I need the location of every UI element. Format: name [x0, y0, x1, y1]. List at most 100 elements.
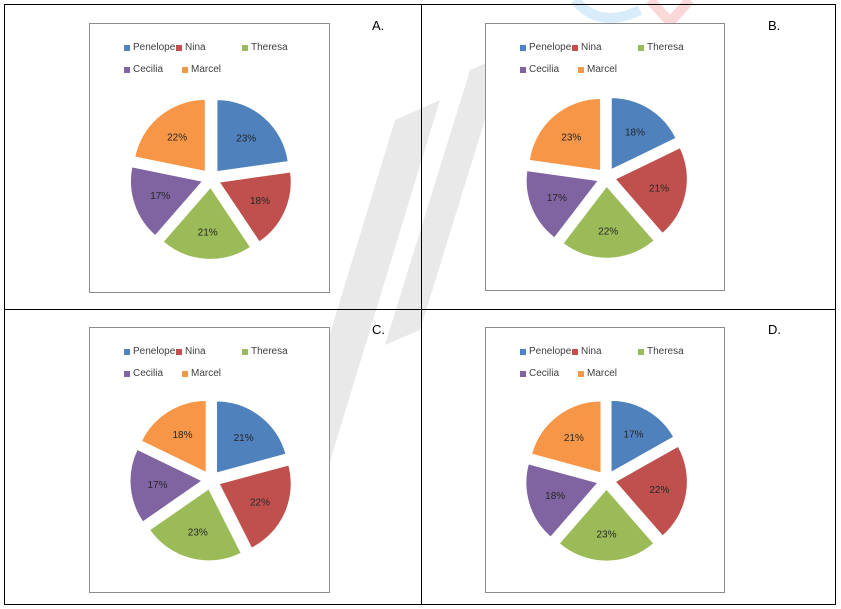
- legend-label: Marcel: [191, 368, 222, 379]
- data-label: 23%: [596, 529, 616, 540]
- grid-horizontal-divider: [4, 309, 836, 310]
- legend-label: Theresa: [251, 42, 288, 53]
- legend-label: Marcel: [191, 64, 222, 75]
- pie-chart: 23% 18% 21% 17% 22%: [129, 98, 292, 260]
- legend-swatch: [124, 348, 130, 355]
- data-label: 18%: [250, 196, 270, 207]
- legend-label: Penelope: [133, 346, 176, 357]
- data-label: 21%: [649, 184, 669, 195]
- legend-swatch: [638, 348, 644, 355]
- legend-swatch: [578, 370, 584, 377]
- data-label: 21%: [198, 227, 218, 238]
- data-label: 18%: [625, 127, 645, 138]
- legend-item-nina: Nina: [176, 42, 206, 53]
- legend-swatch: [176, 348, 182, 355]
- legend-swatch: [572, 348, 578, 355]
- pie-chart-frame: Penelope Nina Theresa Cecilia Marcel 17% 22% 23…: [485, 327, 725, 593]
- legend-swatch: [124, 66, 130, 73]
- data-label: 23%: [188, 528, 208, 539]
- legend-item-marcel: Marcel: [182, 368, 221, 379]
- legend-item-marcel: Marcel: [578, 64, 617, 75]
- legend-swatch: [176, 44, 182, 51]
- legend-label: Penelope: [529, 42, 572, 53]
- pie-chart: 18% 21% 22% 17% 23%: [525, 97, 688, 259]
- legend-label: Cecilia: [529, 368, 560, 379]
- pie-slice-cecilia: [129, 166, 204, 237]
- data-label: 17%: [547, 193, 567, 204]
- legend-swatch: [572, 44, 578, 51]
- legend-item-nina: Nina: [572, 42, 602, 53]
- legend-swatch: [520, 44, 526, 51]
- legend-swatch: [242, 348, 248, 355]
- grid-right-border: [835, 4, 836, 605]
- panel-label: A.: [372, 18, 385, 33]
- legend-label: Cecilia: [133, 64, 164, 75]
- legend-item-penelope: Penelope: [124, 42, 175, 53]
- legend-label: Penelope: [133, 42, 176, 53]
- legend-swatch: [520, 370, 526, 377]
- legend-label: Marcel: [587, 368, 618, 379]
- grid-vertical-divider: [421, 4, 422, 605]
- pie-slice-cecilia: [129, 448, 204, 523]
- legend-label: Theresa: [647, 42, 684, 53]
- legend-item-theresa: Theresa: [242, 346, 288, 357]
- legend-label: Cecilia: [529, 64, 560, 75]
- pie-slice-nina: [614, 147, 688, 235]
- legend-item-cecilia: Cecilia: [124, 64, 163, 75]
- legend-item-nina: Nina: [572, 346, 602, 357]
- pie-slice-penelope: [610, 399, 675, 474]
- legend-swatch: [124, 44, 130, 51]
- pie-slice-marcel: [530, 400, 602, 474]
- pie-slice-nina: [614, 445, 688, 537]
- legend-item-theresa: Theresa: [638, 42, 684, 53]
- legend-item-theresa: Theresa: [638, 346, 684, 357]
- pie-slice-nina: [218, 171, 292, 243]
- legend-swatch: [578, 66, 584, 73]
- legend-swatch: [124, 370, 130, 377]
- legend-label: Theresa: [251, 346, 288, 357]
- data-label: 22%: [250, 497, 270, 508]
- data-label: 22%: [167, 132, 187, 143]
- legend-label: Nina: [185, 42, 206, 53]
- legend-swatch: [638, 44, 644, 51]
- legend-label: Nina: [581, 346, 602, 357]
- grid-top-border: [4, 4, 836, 5]
- data-label: 23%: [561, 132, 581, 143]
- legend-label: Marcel: [587, 64, 618, 75]
- data-label: 21%: [234, 433, 254, 444]
- grid-bottom-border: [4, 604, 836, 605]
- pie-slice-cecilia: [525, 170, 600, 239]
- data-label: 22%: [649, 485, 669, 496]
- pie-slice-theresa: [148, 488, 242, 562]
- legend-label: Penelope: [529, 346, 572, 357]
- legend-item-penelope: Penelope: [520, 346, 571, 357]
- data-label: 22%: [598, 226, 618, 237]
- legend-item-cecilia: Cecilia: [520, 368, 559, 379]
- legend-swatch: [182, 66, 188, 73]
- legend-item-penelope: Penelope: [124, 346, 175, 357]
- data-label: 17%: [148, 480, 168, 491]
- legend-swatch: [520, 348, 526, 355]
- legend-label: Cecilia: [133, 368, 164, 379]
- pie-chart-frame: Penelope Nina Theresa Cecilia Marcel 23% 18% 21…: [89, 23, 330, 293]
- pie-chart: 21% 22% 23% 17% 18%: [129, 399, 292, 562]
- pie-slice-marcel: [528, 97, 602, 172]
- legend-item-penelope: Penelope: [520, 42, 571, 53]
- pie-slice-theresa: [162, 186, 252, 260]
- legend-item-theresa: Theresa: [242, 42, 288, 53]
- pie-slice-marcel: [140, 399, 207, 474]
- data-label: 23%: [236, 133, 256, 144]
- pie-chart-frame: Penelope Nina Theresa Cecilia Marcel 21% 22% 23…: [89, 327, 330, 593]
- pie-slice-penelope: [610, 97, 677, 171]
- pie-slice-theresa: [562, 185, 655, 259]
- pie-slice-nina: [218, 464, 292, 549]
- legend-swatch: [182, 370, 188, 377]
- legend-label: Nina: [185, 346, 206, 357]
- data-label: 17%: [624, 429, 644, 440]
- pie-chart-frame: Penelope Nina Theresa Cecilia Marcel 18% 21% 22…: [485, 23, 725, 291]
- pie-chart: 17% 22% 23% 18% 21%: [525, 399, 688, 562]
- data-label: 18%: [545, 491, 565, 502]
- pie-slice-marcel: [134, 98, 206, 173]
- panel-label: D.: [768, 322, 781, 337]
- legend-item-marcel: Marcel: [578, 368, 617, 379]
